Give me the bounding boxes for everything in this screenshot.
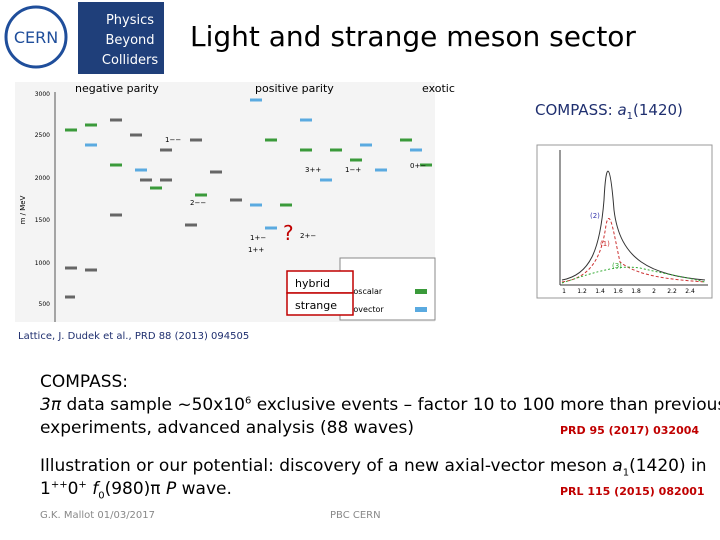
text: Illustration or our potential: discovery… xyxy=(40,456,613,476)
hybrid-label: hybrid xyxy=(295,277,330,290)
quantum-label: 1−+ xyxy=(345,166,361,174)
footer-center: PBC CERN xyxy=(330,510,381,521)
compass-text: COMPASS: xyxy=(535,101,617,119)
cern-text: CERN xyxy=(14,28,58,47)
slide-title: Light and strange meson sector xyxy=(190,20,636,53)
text: 0 xyxy=(67,479,79,499)
tick: 1.2 xyxy=(577,288,587,295)
text: (980)π xyxy=(104,479,166,499)
plot-curve xyxy=(561,217,706,283)
legend-swatch xyxy=(415,307,427,312)
quantum-label: 1++ xyxy=(248,246,264,254)
text: exclusive events – factor 10 to 100 more… xyxy=(251,395,720,415)
column-label: exotic xyxy=(422,82,455,95)
cern-logo xyxy=(4,5,68,69)
quantum-label: 2−− xyxy=(190,199,206,207)
tick: 2500 xyxy=(35,132,50,139)
strange-label: strange xyxy=(295,299,337,312)
tick: 1.6 xyxy=(613,288,623,295)
text: P xyxy=(165,479,177,499)
text: 6 xyxy=(244,395,252,407)
block1-line1: 3π data sample ~50x106 exclusive events … xyxy=(40,395,720,415)
tick: 2000 xyxy=(35,175,50,182)
compass-symbol: a xyxy=(617,101,626,119)
quantum-label: 1−− xyxy=(165,136,181,144)
tick: 3000 xyxy=(35,91,50,98)
text: (1420) in xyxy=(629,456,707,476)
axis-label: m / MeV xyxy=(19,195,27,224)
curve-label: (1) xyxy=(600,240,610,248)
compass-sub: 1 xyxy=(627,111,633,122)
levels xyxy=(65,98,432,299)
tick: 1.4 xyxy=(595,288,605,295)
figures: CERN Physics Beyond Colliders m / MeV 30… xyxy=(4,2,713,322)
pbc-text: Physics xyxy=(106,13,154,28)
tick: 2.2 xyxy=(667,288,677,295)
footer-author: G.K. Mallot 01/03/2017 xyxy=(40,510,156,521)
legend-text: isoscalar xyxy=(347,287,383,296)
pbc-text: Colliders xyxy=(102,53,158,68)
block2-line1: Illustration or our potential: discovery… xyxy=(40,456,707,478)
quantum-label: 3++ xyxy=(305,166,321,174)
column-label: positive parity xyxy=(255,82,334,95)
curve-label: (3) xyxy=(612,262,622,270)
quantum-label: 2+− xyxy=(300,232,316,240)
text: 3π xyxy=(40,395,62,415)
compass-label: COMPASS: a1(1420) xyxy=(535,101,683,122)
pbc-logo xyxy=(78,2,164,74)
strange-box xyxy=(286,292,354,316)
block1-line2: experiments, advanced analysis (88 waves… xyxy=(40,418,414,438)
text: + xyxy=(78,479,87,491)
text: a xyxy=(612,456,623,476)
text: 1 xyxy=(622,467,630,479)
question-mark: ? xyxy=(283,221,294,245)
reference: PRL 115 (2015) 082001 xyxy=(560,485,705,498)
tick: 1500 xyxy=(35,217,50,224)
tick: 1.8 xyxy=(631,288,641,295)
block2-line2: 1++0+ f0(980)π P wave. xyxy=(40,479,232,501)
curve-label: (2) xyxy=(590,212,600,220)
legend-text: isovector xyxy=(347,305,384,314)
reference: PRD 95 (2017) 032004 xyxy=(560,424,700,437)
tick: 1000 xyxy=(35,260,50,267)
quantum-label: 0+− xyxy=(410,162,426,170)
plot-curve xyxy=(561,170,706,281)
legend-swatch xyxy=(415,289,427,294)
quantum-label: 1+− xyxy=(250,234,266,242)
tick: 1 xyxy=(562,288,566,295)
text: data sample ~50x10 xyxy=(61,395,245,415)
plot-ticks: 1 1.2 1.4 1.6 1.8 2 2.2 2.4 xyxy=(562,288,695,295)
tick: 500 xyxy=(39,301,51,308)
plot-curve xyxy=(561,266,706,284)
block1-heading: COMPASS: xyxy=(40,372,129,392)
text: wave. xyxy=(176,479,232,499)
column-label: negative parity xyxy=(75,82,159,95)
text: f xyxy=(92,479,99,499)
tick: 2.4 xyxy=(685,288,695,295)
compass-mass: (1420) xyxy=(633,101,683,119)
text: 0 xyxy=(98,490,105,502)
compass-plot xyxy=(536,144,713,299)
text: 1 xyxy=(40,479,51,499)
citation: Lattice, J. Dudek et al., PRD 88 (2013) … xyxy=(18,331,250,342)
text: ++ xyxy=(50,479,68,491)
tick: 2 xyxy=(652,288,656,295)
pbc-text: Beyond xyxy=(105,33,154,48)
